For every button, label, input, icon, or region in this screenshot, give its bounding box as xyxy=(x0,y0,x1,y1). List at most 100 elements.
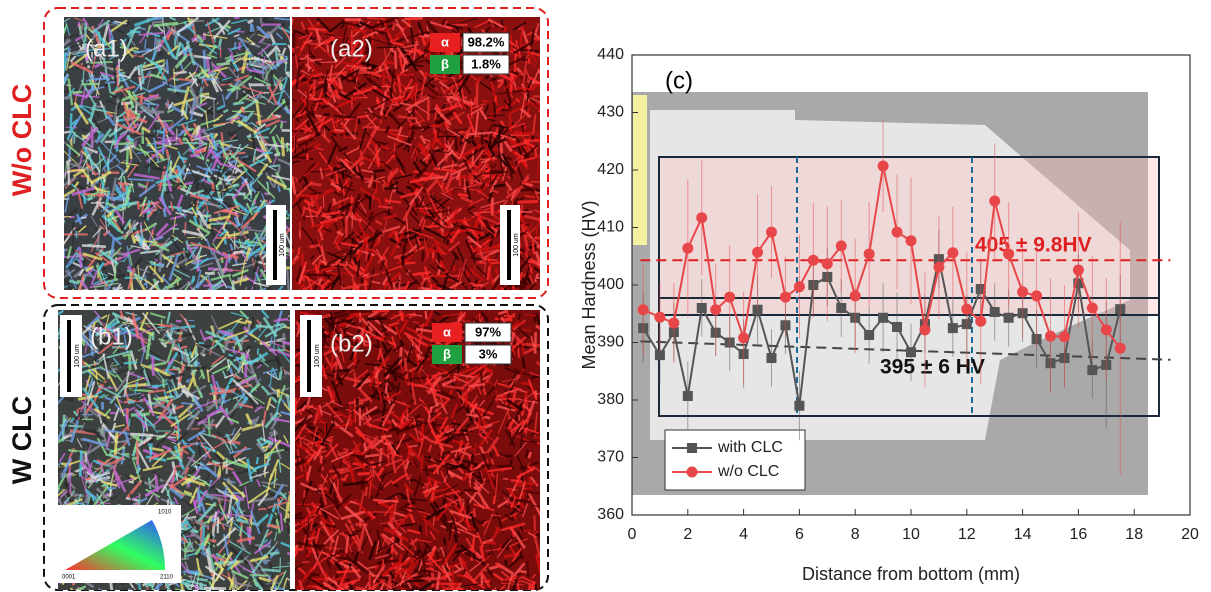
grain xyxy=(353,30,366,31)
grain xyxy=(423,275,445,276)
grain xyxy=(233,185,239,186)
grain xyxy=(540,86,549,88)
grain xyxy=(409,290,425,297)
grain xyxy=(324,130,325,138)
grain xyxy=(445,452,451,453)
grain xyxy=(98,112,99,117)
grain xyxy=(467,133,492,135)
grain xyxy=(515,55,516,73)
grain xyxy=(51,370,59,372)
grain xyxy=(424,282,425,303)
grain xyxy=(307,153,308,159)
grain xyxy=(59,245,64,247)
grain xyxy=(334,130,343,131)
grain xyxy=(352,197,353,203)
grain xyxy=(209,224,210,229)
grain xyxy=(44,345,58,355)
grain xyxy=(482,101,488,102)
grain xyxy=(188,320,195,321)
grain xyxy=(491,205,492,213)
grain xyxy=(323,195,324,207)
grain xyxy=(74,494,84,496)
grain xyxy=(495,96,496,102)
grain xyxy=(118,183,128,184)
grain xyxy=(109,488,116,489)
grain xyxy=(130,434,153,435)
grain xyxy=(169,207,182,208)
grain xyxy=(54,219,65,243)
grain xyxy=(134,48,139,49)
grain xyxy=(419,239,427,240)
grain xyxy=(510,114,511,132)
grain xyxy=(263,560,271,561)
grain xyxy=(335,266,349,267)
grain xyxy=(150,271,152,276)
grain xyxy=(163,128,164,155)
grain xyxy=(81,217,87,218)
grain xyxy=(129,482,134,483)
grain xyxy=(73,223,74,245)
grain xyxy=(195,348,196,365)
grain xyxy=(204,215,211,216)
grain xyxy=(512,133,532,134)
grain xyxy=(465,152,472,153)
grain xyxy=(185,182,194,184)
grain xyxy=(66,290,88,294)
grain xyxy=(204,50,205,72)
grain xyxy=(381,436,392,437)
grain xyxy=(162,369,180,370)
grain xyxy=(358,290,381,296)
grain xyxy=(152,21,163,22)
grain xyxy=(234,252,244,253)
grain xyxy=(308,54,309,72)
grain xyxy=(173,462,175,470)
grain xyxy=(173,72,186,74)
grain xyxy=(48,98,72,99)
grain xyxy=(370,195,371,209)
grain xyxy=(257,457,258,464)
group-label: W/o CLC xyxy=(7,84,37,196)
grain xyxy=(36,551,59,554)
grain xyxy=(245,321,252,323)
grain xyxy=(477,83,478,108)
grain xyxy=(460,176,466,177)
grain xyxy=(153,356,154,376)
grain xyxy=(92,79,110,80)
grain xyxy=(51,28,66,50)
grain xyxy=(124,362,137,363)
grain xyxy=(502,20,503,30)
grain xyxy=(527,561,528,577)
grain xyxy=(168,396,175,397)
grain xyxy=(262,570,280,571)
grain xyxy=(111,441,127,442)
grain xyxy=(196,579,208,581)
grain xyxy=(172,184,182,185)
grain xyxy=(225,239,226,245)
grain xyxy=(474,288,475,294)
grain xyxy=(216,200,223,201)
grain xyxy=(88,198,93,199)
grain xyxy=(152,230,153,235)
grain xyxy=(494,496,495,504)
grain xyxy=(181,403,195,404)
grain xyxy=(440,95,453,96)
grain xyxy=(269,165,280,166)
grain xyxy=(444,538,445,545)
grain xyxy=(413,378,433,379)
grain xyxy=(508,189,509,194)
grain xyxy=(184,184,185,190)
grain xyxy=(245,354,246,378)
grain xyxy=(258,348,259,354)
grain xyxy=(226,26,231,28)
grain xyxy=(217,111,223,112)
grain xyxy=(540,58,559,61)
grain xyxy=(36,344,58,347)
grain xyxy=(455,136,456,151)
grain xyxy=(309,245,320,247)
grain xyxy=(210,223,234,224)
grain xyxy=(186,536,196,537)
grain xyxy=(278,501,279,514)
grain xyxy=(252,317,253,328)
grain xyxy=(377,47,400,48)
